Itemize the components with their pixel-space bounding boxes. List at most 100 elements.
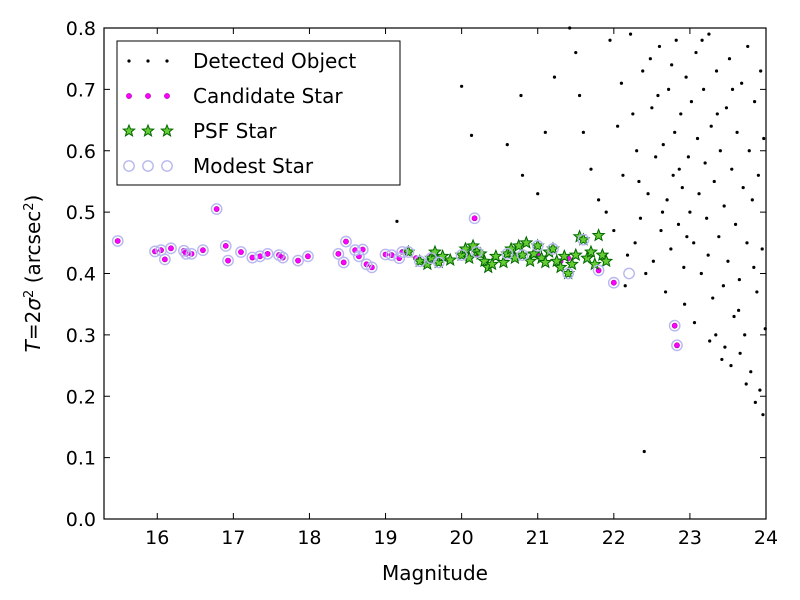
y-axis-label-part: 2 (21, 311, 45, 324)
legend-modest-star-point (142, 160, 154, 172)
detected-object-point (708, 339, 712, 343)
psf-star-point (564, 256, 579, 271)
psf-star-point (591, 228, 606, 242)
legend-label: Modest Star (193, 154, 314, 178)
detected-object-point (760, 247, 764, 251)
detected-object-point (727, 57, 732, 61)
data-series (111, 26, 767, 454)
candidate-star-point (340, 259, 347, 266)
detected-object-point (682, 265, 686, 269)
psf-star-point (583, 244, 598, 258)
psf-star-point (511, 238, 526, 252)
modest-star-point (111, 235, 124, 247)
modest-star-point (158, 253, 171, 266)
detected-object-point (737, 308, 741, 312)
legend-label: Detected Object (193, 49, 356, 73)
detected-object-point (718, 149, 722, 153)
modest-star-point (396, 246, 409, 258)
detected-object-point (737, 278, 741, 282)
psf-star-point (488, 248, 503, 263)
candidate-star-point (238, 249, 244, 255)
candidate-star-point (168, 245, 174, 252)
x-tick-label: 18 (297, 527, 321, 549)
psf-star-point (568, 247, 583, 262)
modest-star-point (337, 256, 350, 269)
detected-object-point (730, 167, 734, 171)
detected-object-point (665, 198, 669, 202)
detected-object-point (709, 124, 713, 128)
detected-object-point (723, 345, 727, 349)
detected-object-point (644, 271, 648, 276)
y-tick-label: 0.6 (66, 141, 96, 163)
detected-object-point (638, 216, 643, 220)
modest-star-point (468, 212, 481, 225)
series-detected-object (395, 26, 767, 454)
modest-star-point (276, 251, 289, 264)
detected-object-point (721, 284, 725, 288)
detected-object-point (724, 106, 729, 110)
detected-object-point (722, 204, 726, 208)
detected-object-point (684, 75, 688, 79)
detected-object-point (744, 382, 748, 386)
legend-label: PSF Star (193, 119, 277, 143)
detected-object-point (707, 32, 711, 36)
modest-star-point (292, 254, 304, 267)
detected-object-point (633, 241, 637, 245)
modest-star-point (402, 246, 415, 258)
detected-object-point (735, 130, 739, 134)
y-tick-label: 0.8 (66, 18, 96, 40)
modest-star-point (365, 261, 378, 274)
legend-entry: Detected Object (127, 49, 356, 73)
detected-object-point (589, 167, 593, 171)
detected-object-point (460, 84, 464, 88)
modest-star-point (180, 247, 193, 260)
legend-psf-star-point (140, 123, 156, 137)
modest-star-point (432, 256, 445, 269)
detected-object-point (671, 173, 675, 177)
detected-object-point (688, 210, 692, 214)
detected-object-point (660, 210, 665, 214)
psf-star-point (477, 253, 492, 268)
y-tick-label: 0.4 (66, 264, 96, 286)
detected-object-point (659, 228, 663, 233)
x-tick-label: 23 (678, 527, 702, 549)
detected-object-point (759, 69, 763, 73)
modest-star-point (455, 249, 468, 261)
detected-object-point (686, 155, 690, 159)
axis-ticks: 16 17 18 19 20 21 22 23 24 0.0 0.1 0.2 0.3 0.4 0.5 0.6 0… (66, 18, 778, 549)
detected-object-point (741, 185, 745, 190)
detected-object-point (637, 179, 641, 184)
detected-object-point (648, 57, 652, 61)
detected-object-point (519, 93, 523, 98)
detected-object-point (685, 235, 689, 239)
psf-star-point (519, 235, 534, 249)
x-tick-label: 19 (373, 527, 397, 549)
detected-object-point (712, 179, 716, 184)
series-psf-star (401, 228, 614, 280)
detected-object-point (733, 222, 738, 226)
detected-object-point (581, 130, 585, 134)
candidate-star-point (595, 267, 602, 274)
detected-object-point (676, 222, 681, 226)
psf-star-point (507, 250, 522, 265)
detected-object-point (543, 130, 547, 134)
modest-star-point (531, 239, 544, 252)
detected-object-point (619, 81, 624, 85)
legend-detected-object-point (165, 59, 169, 63)
psf-star-point (443, 252, 458, 266)
detected-object-point (680, 185, 684, 190)
modest-star-point (349, 244, 362, 257)
modest-star-point (222, 254, 234, 267)
candidate-star-point (213, 206, 220, 212)
y-axis-label-part: 2 (22, 290, 37, 298)
modest-star-point (185, 247, 198, 260)
modest-star-point (340, 235, 352, 248)
detected-object-point (646, 192, 650, 196)
detected-object-point (755, 290, 759, 294)
y-axis-label-part: (arcsec (21, 211, 45, 290)
detected-object-point (697, 192, 701, 196)
candidate-star-point (674, 342, 680, 349)
y-axis-label: T=2σ2 (arcsec2) (21, 195, 45, 353)
detected-object-point (635, 149, 639, 153)
modest-star-point (177, 244, 190, 257)
